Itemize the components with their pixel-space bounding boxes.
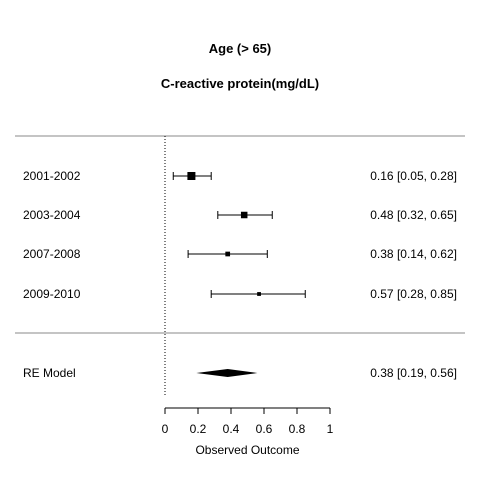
x-tick-label: 0	[162, 422, 169, 436]
summary-diamond	[196, 369, 258, 377]
study-label: 2009-2010	[23, 287, 81, 301]
x-tick-label: 0.2	[190, 422, 207, 436]
summary-row: RE Model 0.38 [0.19, 0.56]	[23, 366, 457, 380]
x-tick-label: 0.6	[256, 422, 273, 436]
study-row: 2007-2008 0.38 [0.14, 0.62]	[23, 247, 457, 261]
summary-label: RE Model	[23, 366, 76, 380]
x-tick-label: 0.4	[223, 422, 240, 436]
x-axis: 0 0.2 0.4 0.6 0.8 1	[162, 407, 334, 436]
estimate-ci-text: 0.48 [0.32, 0.65]	[370, 208, 457, 222]
estimate-ci-text: 0.57 [0.28, 0.85]	[370, 287, 457, 301]
chart-title: Age (> 65)	[208, 41, 272, 56]
study-row: 2009-2010 0.57 [0.28, 0.85]	[23, 287, 457, 301]
x-axis-label: Observed Outcome	[195, 443, 299, 457]
estimate-marker	[225, 251, 231, 257]
estimate-marker	[187, 172, 196, 180]
estimate-ci-text: 0.16 [0.05, 0.28]	[370, 169, 457, 183]
estimate-marker	[257, 292, 261, 296]
x-tick-label: 0.8	[289, 422, 306, 436]
chart-subtitle: C-reactive protein(mg/dL)	[160, 76, 320, 91]
study-label: 2001-2002	[23, 169, 81, 183]
study-label: 2007-2008	[23, 247, 81, 261]
study-rows: 2001-2002 0.16 [0.05, 0.28] 2003-2004 0.48 …	[23, 169, 457, 301]
study-row: 2001-2002 0.16 [0.05, 0.28]	[23, 169, 457, 183]
study-label: 2003-2004	[23, 208, 81, 222]
x-tick-label: 1	[327, 422, 334, 436]
estimate-marker	[240, 211, 248, 219]
summary-ci-text: 0.38 [0.19, 0.56]	[370, 366, 457, 380]
study-row: 2003-2004 0.48 [0.32, 0.65]	[23, 208, 457, 222]
estimate-ci-text: 0.38 [0.14, 0.62]	[370, 247, 457, 261]
